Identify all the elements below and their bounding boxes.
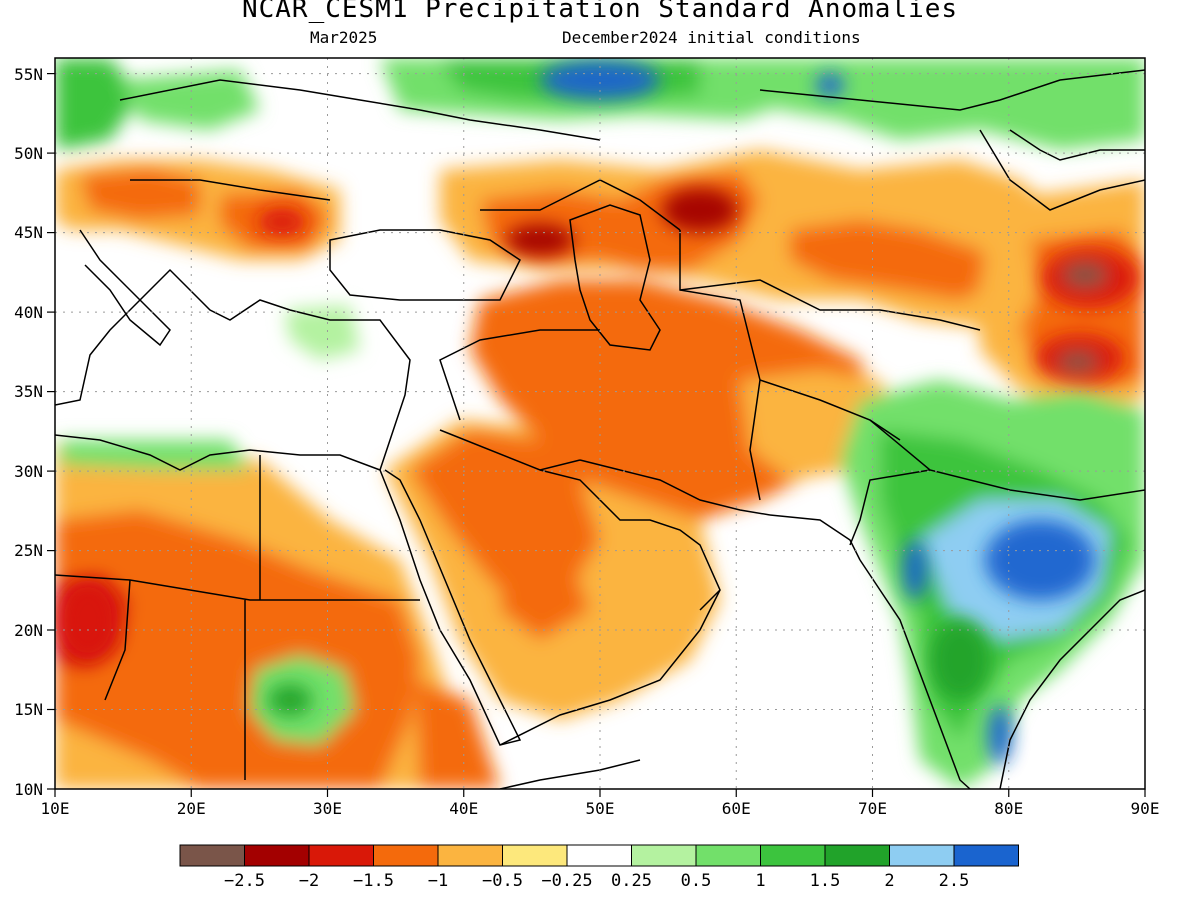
colorbar-swatch (502, 844, 568, 867)
lon-label: 10E (41, 799, 70, 818)
colorbar-label: 0.25 (611, 871, 652, 891)
colorbar-swatch (695, 844, 761, 867)
colorbar-label: 0.5 (681, 871, 712, 891)
colorbar-swatch (760, 844, 826, 867)
latitude-labels: 10N 15N 20N 25N 30N 35N 40N 45N 50N 55N (14, 65, 43, 799)
colorbar-swatch (631, 844, 697, 867)
lon-label: 60E (722, 799, 751, 818)
lat-label: 40N (14, 303, 43, 322)
anomaly-field (55, 58, 1145, 789)
coastlines (55, 69, 1145, 789)
colorbar-swatch (244, 844, 310, 867)
lon-label: 70E (858, 799, 887, 818)
lat-label: 10N (14, 780, 43, 799)
colorbar: −2.5 −2 −1.5 −1 −0.5 −0.25 0.25 0.5 1 1.5 2 2.5 (179, 844, 1019, 891)
colorbar-swatch (179, 844, 245, 867)
lat-label: 20N (14, 621, 43, 640)
lon-label: 40E (449, 799, 478, 818)
colorbar-label: 1.5 (810, 871, 841, 891)
lat-lon-grid (55, 58, 1145, 789)
tick-marks (47, 72, 1146, 797)
map-title: NCAR_CESM1 Precipitation Standard Anomal… (241, 0, 959, 24)
colorbar-swatch (953, 844, 1019, 867)
colorbar-swatch (373, 844, 439, 867)
lat-label: 45N (14, 223, 43, 242)
colorbar-label: −2.5 (224, 871, 265, 891)
lon-label: 80E (994, 799, 1023, 818)
colorbar-label: 2 (884, 871, 894, 891)
colorbar-swatch (437, 844, 503, 867)
colorbar-label: −1 (428, 871, 448, 891)
lon-label: 90E (1131, 799, 1160, 818)
lon-label: 20E (177, 799, 206, 818)
lat-label: 15N (14, 700, 43, 719)
colorbar-label: 1 (755, 871, 765, 891)
colorbar-swatch (566, 844, 632, 867)
initial-conditions-label: December2024 initial conditions (562, 28, 861, 47)
lon-label: 30E (313, 799, 342, 818)
colorbar-label: 2.5 (939, 871, 970, 891)
colorbar-label: −2 (299, 871, 319, 891)
colorbar-label: −0.5 (482, 871, 523, 891)
lat-label: 35N (14, 382, 43, 401)
lat-label: 30N (14, 462, 43, 481)
valid-month-label: Mar2025 (310, 28, 378, 47)
colorbar-label: −1.5 (353, 871, 394, 891)
colorbar-swatch (889, 844, 955, 867)
lat-label: 50N (14, 144, 43, 163)
colorbar-label: −0.25 (541, 871, 592, 891)
colorbar-swatch (308, 844, 374, 867)
lat-label: 55N (14, 65, 43, 84)
longitude-labels: 10E 20E 30E 40E 50E 60E 70E 80E 90E (41, 799, 1160, 818)
lat-label: 25N (14, 541, 43, 560)
lon-label: 50E (586, 799, 615, 818)
colorbar-swatch (824, 844, 890, 867)
